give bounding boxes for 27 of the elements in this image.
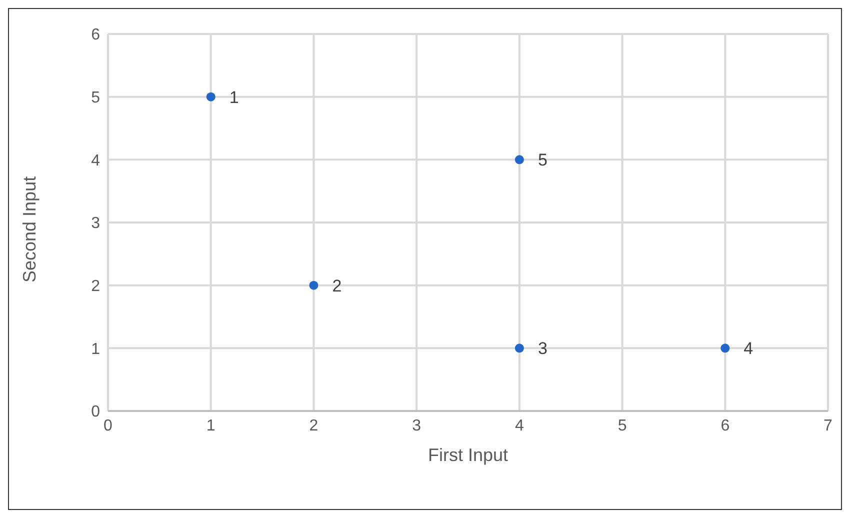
point — [514, 344, 524, 353]
y-tick-label: 6 — [91, 26, 100, 44]
x-tick-label: 2 — [309, 417, 318, 434]
point — [309, 280, 318, 290]
y-tick-label: 3 — [91, 215, 100, 232]
annotation: 2 — [332, 276, 342, 296]
y-axis-title: Second Input — [19, 176, 40, 282]
annotation: 3 — [538, 339, 548, 358]
x-axis-title: First Input — [428, 445, 508, 465]
annotation: 1 — [229, 88, 239, 107]
annotation: 5 — [538, 150, 548, 170]
annotation: 4 — [744, 339, 754, 358]
y-tick-label: 1 — [91, 340, 100, 358]
x-tick-label: 4 — [514, 417, 524, 434]
x-tick-label: 1 — [206, 417, 216, 434]
point — [206, 92, 216, 102]
x-tick-label: 5 — [618, 417, 627, 434]
y-tick-label: 0 — [91, 404, 100, 421]
point — [720, 344, 730, 353]
point — [514, 155, 524, 164]
x-tick-label: 7 — [824, 417, 833, 434]
y-tick-label: 2 — [91, 278, 100, 296]
x-tick-label: 3 — [412, 417, 422, 434]
y-tick-label: 5 — [91, 90, 100, 107]
y-tick-label: 4 — [91, 152, 100, 170]
x-tick-label: 6 — [720, 417, 730, 434]
x-tick-label: 0 — [104, 417, 113, 434]
